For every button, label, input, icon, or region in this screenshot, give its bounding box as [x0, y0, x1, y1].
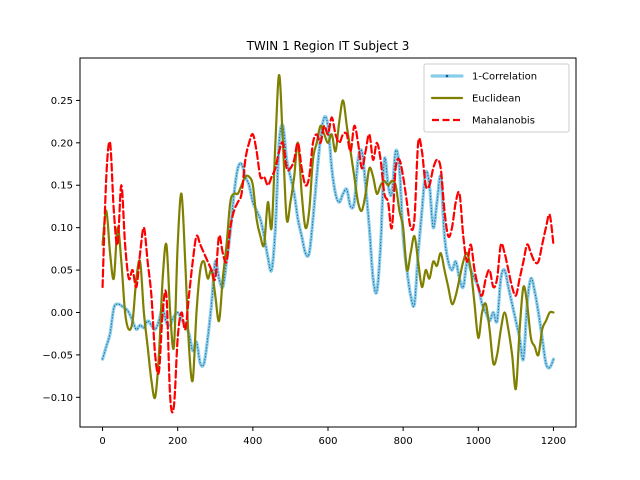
y-tick-label: −0.05 — [42, 350, 73, 361]
series-markers-1-correlation — [102, 116, 554, 369]
legend-label: Euclidean — [472, 94, 521, 105]
legend: 1-Correlation Euclidean Mahalanobis — [423, 63, 570, 133]
y-tick-label: −0.10 — [42, 393, 73, 404]
chart-title: TWIN 1 Region IT Subject 3 — [246, 39, 410, 53]
y-axis: −0.10 −0.05 0.00 0.05 0.10 0.15 0.20 0.25 — [42, 96, 80, 404]
x-tick-label: 1000 — [466, 436, 491, 447]
x-tick-label: 400 — [243, 436, 262, 447]
series-line-euclidean — [101, 73, 555, 400]
x-tick-label: 600 — [318, 436, 337, 447]
y-tick-label: 0.05 — [51, 266, 73, 277]
y-tick-label: 0.20 — [51, 138, 73, 149]
x-tick-label: 800 — [394, 436, 413, 447]
x-tick-label: 200 — [168, 436, 187, 447]
y-tick-label: 0.10 — [51, 223, 73, 234]
x-axis: 0 200 400 600 800 1000 1200 — [99, 427, 566, 447]
y-tick-label: 0.25 — [51, 96, 73, 107]
legend-box — [423, 63, 570, 133]
x-tick-label: 0 — [99, 436, 105, 447]
y-tick-label: 0.00 — [51, 308, 73, 319]
x-tick-label: 1200 — [541, 436, 566, 447]
series-line-mahalanobis — [101, 116, 555, 414]
plot-area — [100, 73, 556, 414]
y-tick-label: 0.15 — [51, 181, 73, 192]
legend-label: 1-Correlation — [472, 72, 537, 83]
legend-marker — [445, 74, 449, 78]
axes-frame — [79, 57, 577, 428]
legend-label: Mahalanobis — [472, 116, 535, 127]
